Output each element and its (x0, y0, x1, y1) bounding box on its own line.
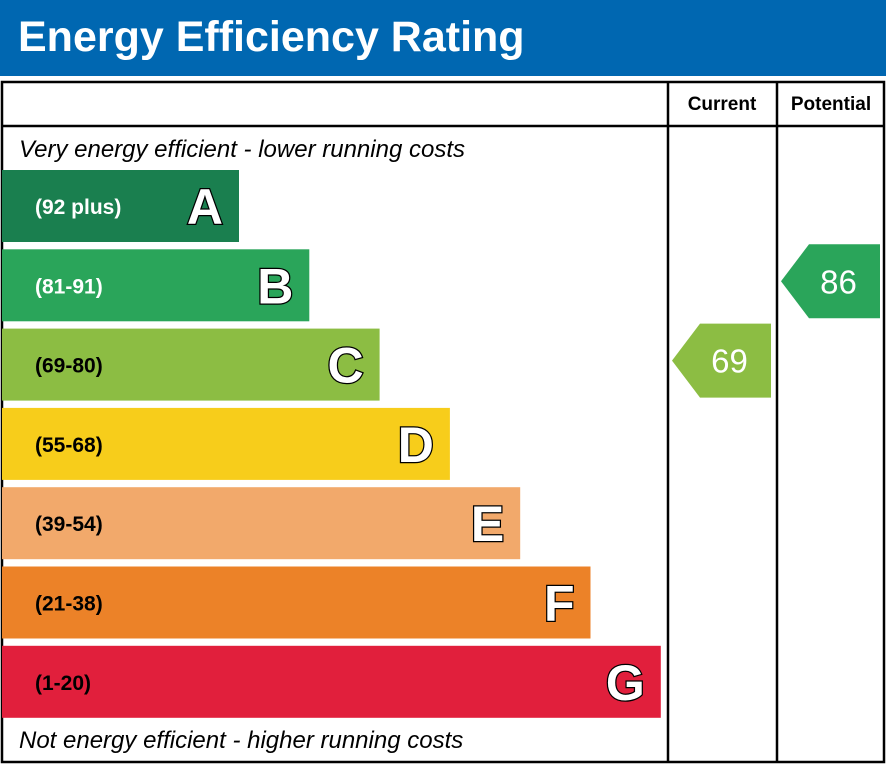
band-b-letter: B (257, 258, 293, 314)
rating-bands: (92 plus) A (81-91) B (69-80) C (55-68) D (39-54… (2, 170, 661, 718)
top-caption: Very energy efficient - lower running co… (19, 136, 465, 163)
band-f-bar (2, 566, 591, 639)
band-b-range: (81-91) (35, 275, 103, 298)
band-g-bar (2, 645, 661, 718)
band-c-range: (69-80) (35, 355, 103, 378)
chart-title: Energy Efficiency Rating (18, 13, 525, 61)
band-f-letter: F (544, 576, 575, 632)
band-d-letter: D (398, 417, 434, 473)
band-f-range: (21-38) (35, 593, 103, 616)
title-bar: Energy Efficiency Rating (0, 0, 886, 76)
potential-rating-value: 86 (820, 263, 857, 300)
band-c-bar (2, 328, 380, 401)
band-d-range: (55-68) (35, 434, 103, 457)
band-b-bar (2, 249, 310, 322)
band-e-range: (39-54) (35, 513, 103, 536)
band-a-range: (92 plus) (35, 196, 121, 219)
band-a-bar (2, 170, 239, 242)
current-column-header: Current (688, 94, 757, 115)
potential-rating-arrow (781, 244, 880, 319)
current-rating-arrow (672, 323, 771, 398)
band-e-bar (2, 487, 521, 560)
band-g-letter: G (606, 655, 645, 711)
current-rating-value: 69 (711, 343, 748, 380)
band-c-letter: C (327, 338, 363, 394)
band-d-bar (2, 407, 450, 480)
band-e-letter: E (471, 496, 504, 552)
potential-column-header: Potential (791, 94, 871, 115)
band-g-range: (1-20) (35, 672, 91, 695)
band-a-letter: A (187, 179, 223, 235)
rating-arrows: 69 86 (672, 244, 880, 398)
bottom-caption: Not energy efficient - higher running co… (19, 727, 463, 754)
